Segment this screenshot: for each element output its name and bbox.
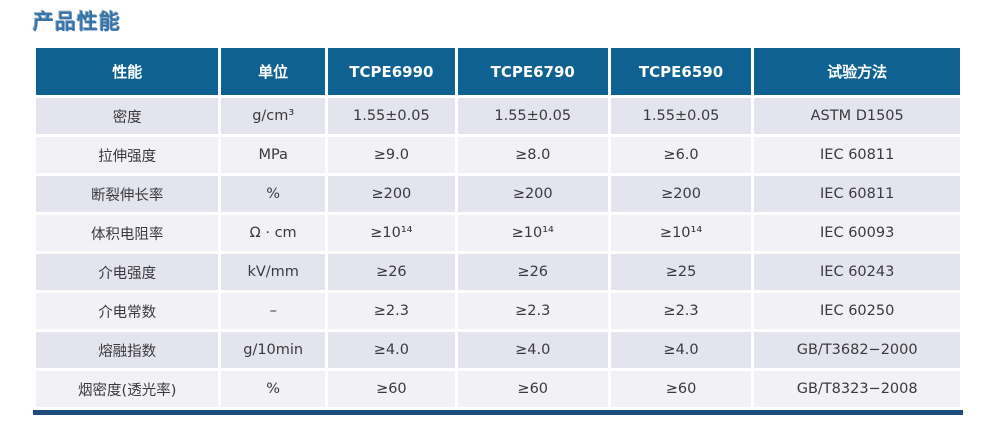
table-body: 密度 g/cm³ 1.55±0.05 1.55±0.05 1.55±0.05 ASTM D… [32,95,963,410]
spec-table-container: 性能 单位 TCPE6990 TCPE6790 TCPE6590 试验方法 密度… [32,45,963,415]
tcpe6790-value-cell: ≥60 [454,368,611,410]
tcpe6790-value-cell: ≥26 [454,251,611,293]
spec-table: 性能 单位 TCPE6990 TCPE6790 TCPE6590 试验方法 密度… [32,45,963,410]
tcpe6990-value-cell: ≥200 [324,173,458,215]
header-cell-tcpe6990: TCPE6990 [324,45,458,98]
tcpe6990-value-cell: ≥2.3 [324,290,458,332]
tcpe6590-value-cell: ≥200 [607,173,755,215]
property-name-cell: 介电常数 [32,290,222,332]
header-cell-unit: 单位 [218,45,328,98]
table-row: 拉伸强度 MPa ≥9.0 ≥8.0 ≥6.0 IEC 60811 [32,134,963,176]
test-method-cell: GB/T3682−2000 [751,329,963,371]
tcpe6790-value-cell: ≥200 [454,173,611,215]
tcpe6590-value-cell: ≥4.0 [607,329,755,371]
unit-cell: kV/mm [218,251,328,293]
unit-cell: Ω · cm [218,212,328,254]
table-header-row: 性能 单位 TCPE6990 TCPE6790 TCPE6590 试验方法 [32,45,963,98]
property-name-cell: 体积电阻率 [32,212,222,254]
property-name-cell: 烟密度(透光率) [32,368,222,410]
header-cell-tcpe6790: TCPE6790 [454,45,611,98]
table-row: 断裂伸长率% ≥200 ≥200 ≥200 IEC 60811 [32,173,963,215]
test-method-cell: IEC 60811 [751,173,963,215]
property-name-cell: 密度 [32,95,222,137]
tcpe6790-value-cell: ≥8.0 [454,134,611,176]
table-row: 介电常数 – ≥2.3 ≥2.3 ≥2.3 IEC 60250 [32,290,963,332]
test-method-cell: ASTM D1505 [751,95,963,137]
unit-cell: % [218,173,328,215]
header-cell-test-method: 试验方法 [751,45,963,98]
property-name-cell: 熔融指数 [32,329,222,371]
tcpe6790-value-cell: ≥4.0 [454,329,611,371]
property-name-cell: 拉伸强度 [32,134,222,176]
test-method-cell: GB/T8323−2008 [751,368,963,410]
tcpe6590-value-cell: ≥60 [607,368,755,410]
test-method-cell: IEC 60250 [751,290,963,332]
table-row: 烟密度(透光率)% ≥60 ≥60 ≥60 GB/T8323−2008 [32,368,963,410]
header-cell-tcpe6590: TCPE6590 [607,45,755,98]
unit-cell: g/10min [218,329,328,371]
property-name-cell: 断裂伸长率 [32,173,222,215]
tcpe6790-value-cell: 1.55±0.05 [454,95,611,137]
test-method-cell: IEC 60243 [751,251,963,293]
tcpe6990-value-cell: ≥10¹⁴ [324,212,458,254]
tcpe6590-value-cell: ≥25 [607,251,755,293]
table-row: 体积电阻率 Ω · cm ≥10¹⁴ ≥10¹⁴ ≥10¹⁴ IEC 60093 [32,212,963,254]
tcpe6590-value-cell: ≥2.3 [607,290,755,332]
tcpe6590-value-cell: ≥10¹⁴ [607,212,755,254]
test-method-cell: IEC 60811 [751,134,963,176]
header-cell-property: 性能 [32,45,222,98]
property-name-cell: 介电强度 [32,251,222,293]
page-title: 产品性能 [33,10,121,34]
tcpe6590-value-cell: 1.55±0.05 [607,95,755,137]
test-method-cell: IEC 60093 [751,212,963,254]
tcpe6790-value-cell: ≥10¹⁴ [454,212,611,254]
tcpe6990-value-cell: ≥60 [324,368,458,410]
tcpe6990-value-cell: ≥9.0 [324,134,458,176]
table-row: 介电强度 kV/mm ≥26 ≥26 ≥25 IEC 60243 [32,251,963,293]
unit-cell: – [218,290,328,332]
unit-cell: g/cm³ [218,95,328,137]
unit-cell: MPa [218,134,328,176]
tcpe6790-value-cell: ≥2.3 [454,290,611,332]
tcpe6990-value-cell: 1.55±0.05 [324,95,458,137]
tcpe6990-value-cell: ≥26 [324,251,458,293]
table-row: 密度 g/cm³ 1.55±0.05 1.55±0.05 1.55±0.05 ASTM D… [32,95,963,137]
unit-cell: % [218,368,328,410]
table-row: 熔融指数 g/10min ≥4.0 ≥4.0 ≥4.0 GB/T3682−2000 [32,329,963,371]
tcpe6590-value-cell: ≥6.0 [607,134,755,176]
tcpe6990-value-cell: ≥4.0 [324,329,458,371]
